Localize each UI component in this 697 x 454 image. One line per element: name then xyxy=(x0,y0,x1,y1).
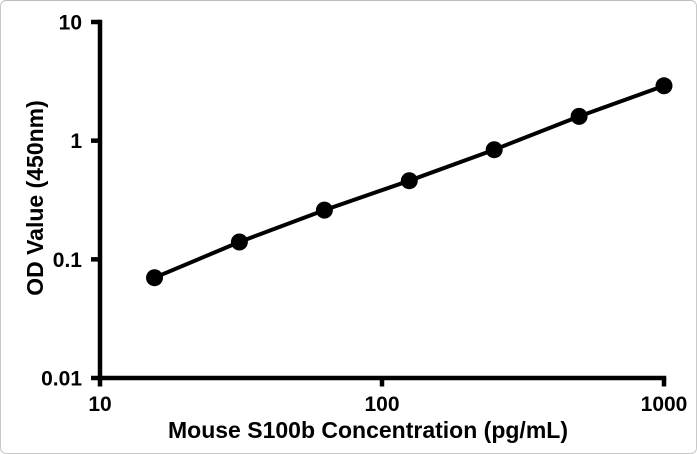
x-tick-label: 1000 xyxy=(641,393,688,416)
data-point xyxy=(655,77,673,95)
x-tick-label: 10 xyxy=(88,393,111,416)
data-point xyxy=(485,141,503,159)
y-tick-label: 0.1 xyxy=(53,249,83,272)
y-axis-title: OD Value (450nm) xyxy=(22,100,48,296)
y-tick-label: 10 xyxy=(59,12,82,35)
data-point xyxy=(230,233,248,251)
axes-layer: 10 1 0.1 0.01 10 100 1000 xyxy=(41,12,687,417)
data-point xyxy=(570,107,588,125)
data-point xyxy=(400,172,418,190)
data-point xyxy=(315,201,333,219)
data-point xyxy=(146,269,163,287)
x-axis-title: Mouse S100b Concentration (pg/mL) xyxy=(168,417,568,443)
y-tick-label: 0.01 xyxy=(41,368,82,391)
standard-curve-series xyxy=(146,77,673,287)
y-tick-label: 1 xyxy=(70,130,82,153)
x-tick-label: 100 xyxy=(364,393,399,416)
